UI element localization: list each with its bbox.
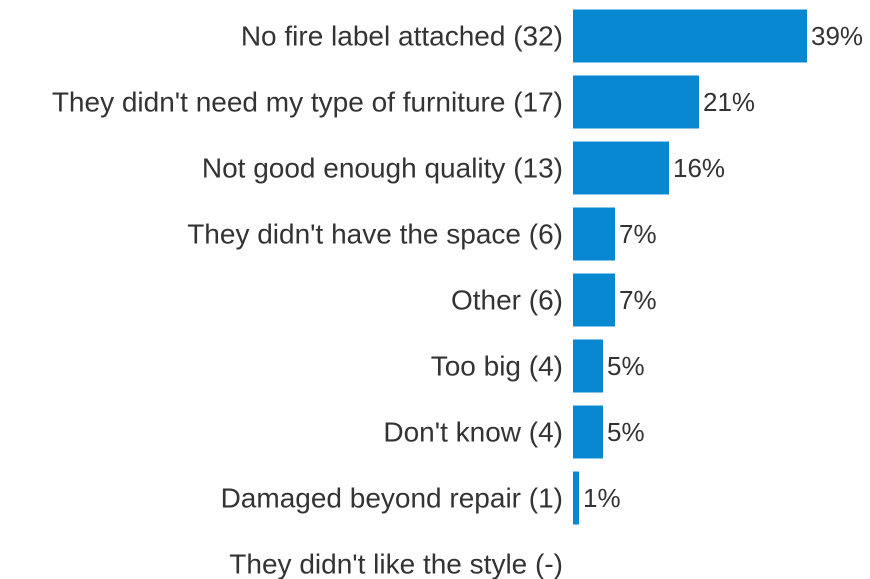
value-label: 1% — [583, 483, 621, 513]
category-label: Too big (4) — [431, 351, 563, 382]
value-label: 5% — [607, 417, 645, 447]
bar — [573, 405, 603, 459]
bar — [573, 207, 615, 261]
category-label: They didn't have the space (6) — [187, 219, 563, 250]
value-label: 21% — [703, 87, 755, 117]
category-label: They didn't like the style (-) — [229, 549, 563, 579]
bar — [573, 273, 615, 327]
bar — [573, 9, 807, 63]
category-label: They didn't need my type of furniture (1… — [52, 87, 563, 118]
bar — [573, 339, 603, 393]
category-label: No fire label attached (32) — [241, 21, 563, 52]
bar — [573, 141, 669, 195]
category-label: Other (6) — [451, 285, 563, 316]
value-label: 39% — [811, 21, 863, 51]
category-label: Don't know (4) — [383, 417, 563, 448]
value-label: 7% — [619, 285, 657, 315]
bar — [573, 75, 699, 129]
category-label: Not good enough quality (13) — [202, 153, 563, 184]
value-label: 16% — [673, 153, 725, 183]
bar — [573, 471, 579, 525]
value-label: 5% — [607, 351, 645, 381]
value-label: 7% — [619, 219, 657, 249]
category-label: Damaged beyond repair (1) — [221, 483, 563, 514]
